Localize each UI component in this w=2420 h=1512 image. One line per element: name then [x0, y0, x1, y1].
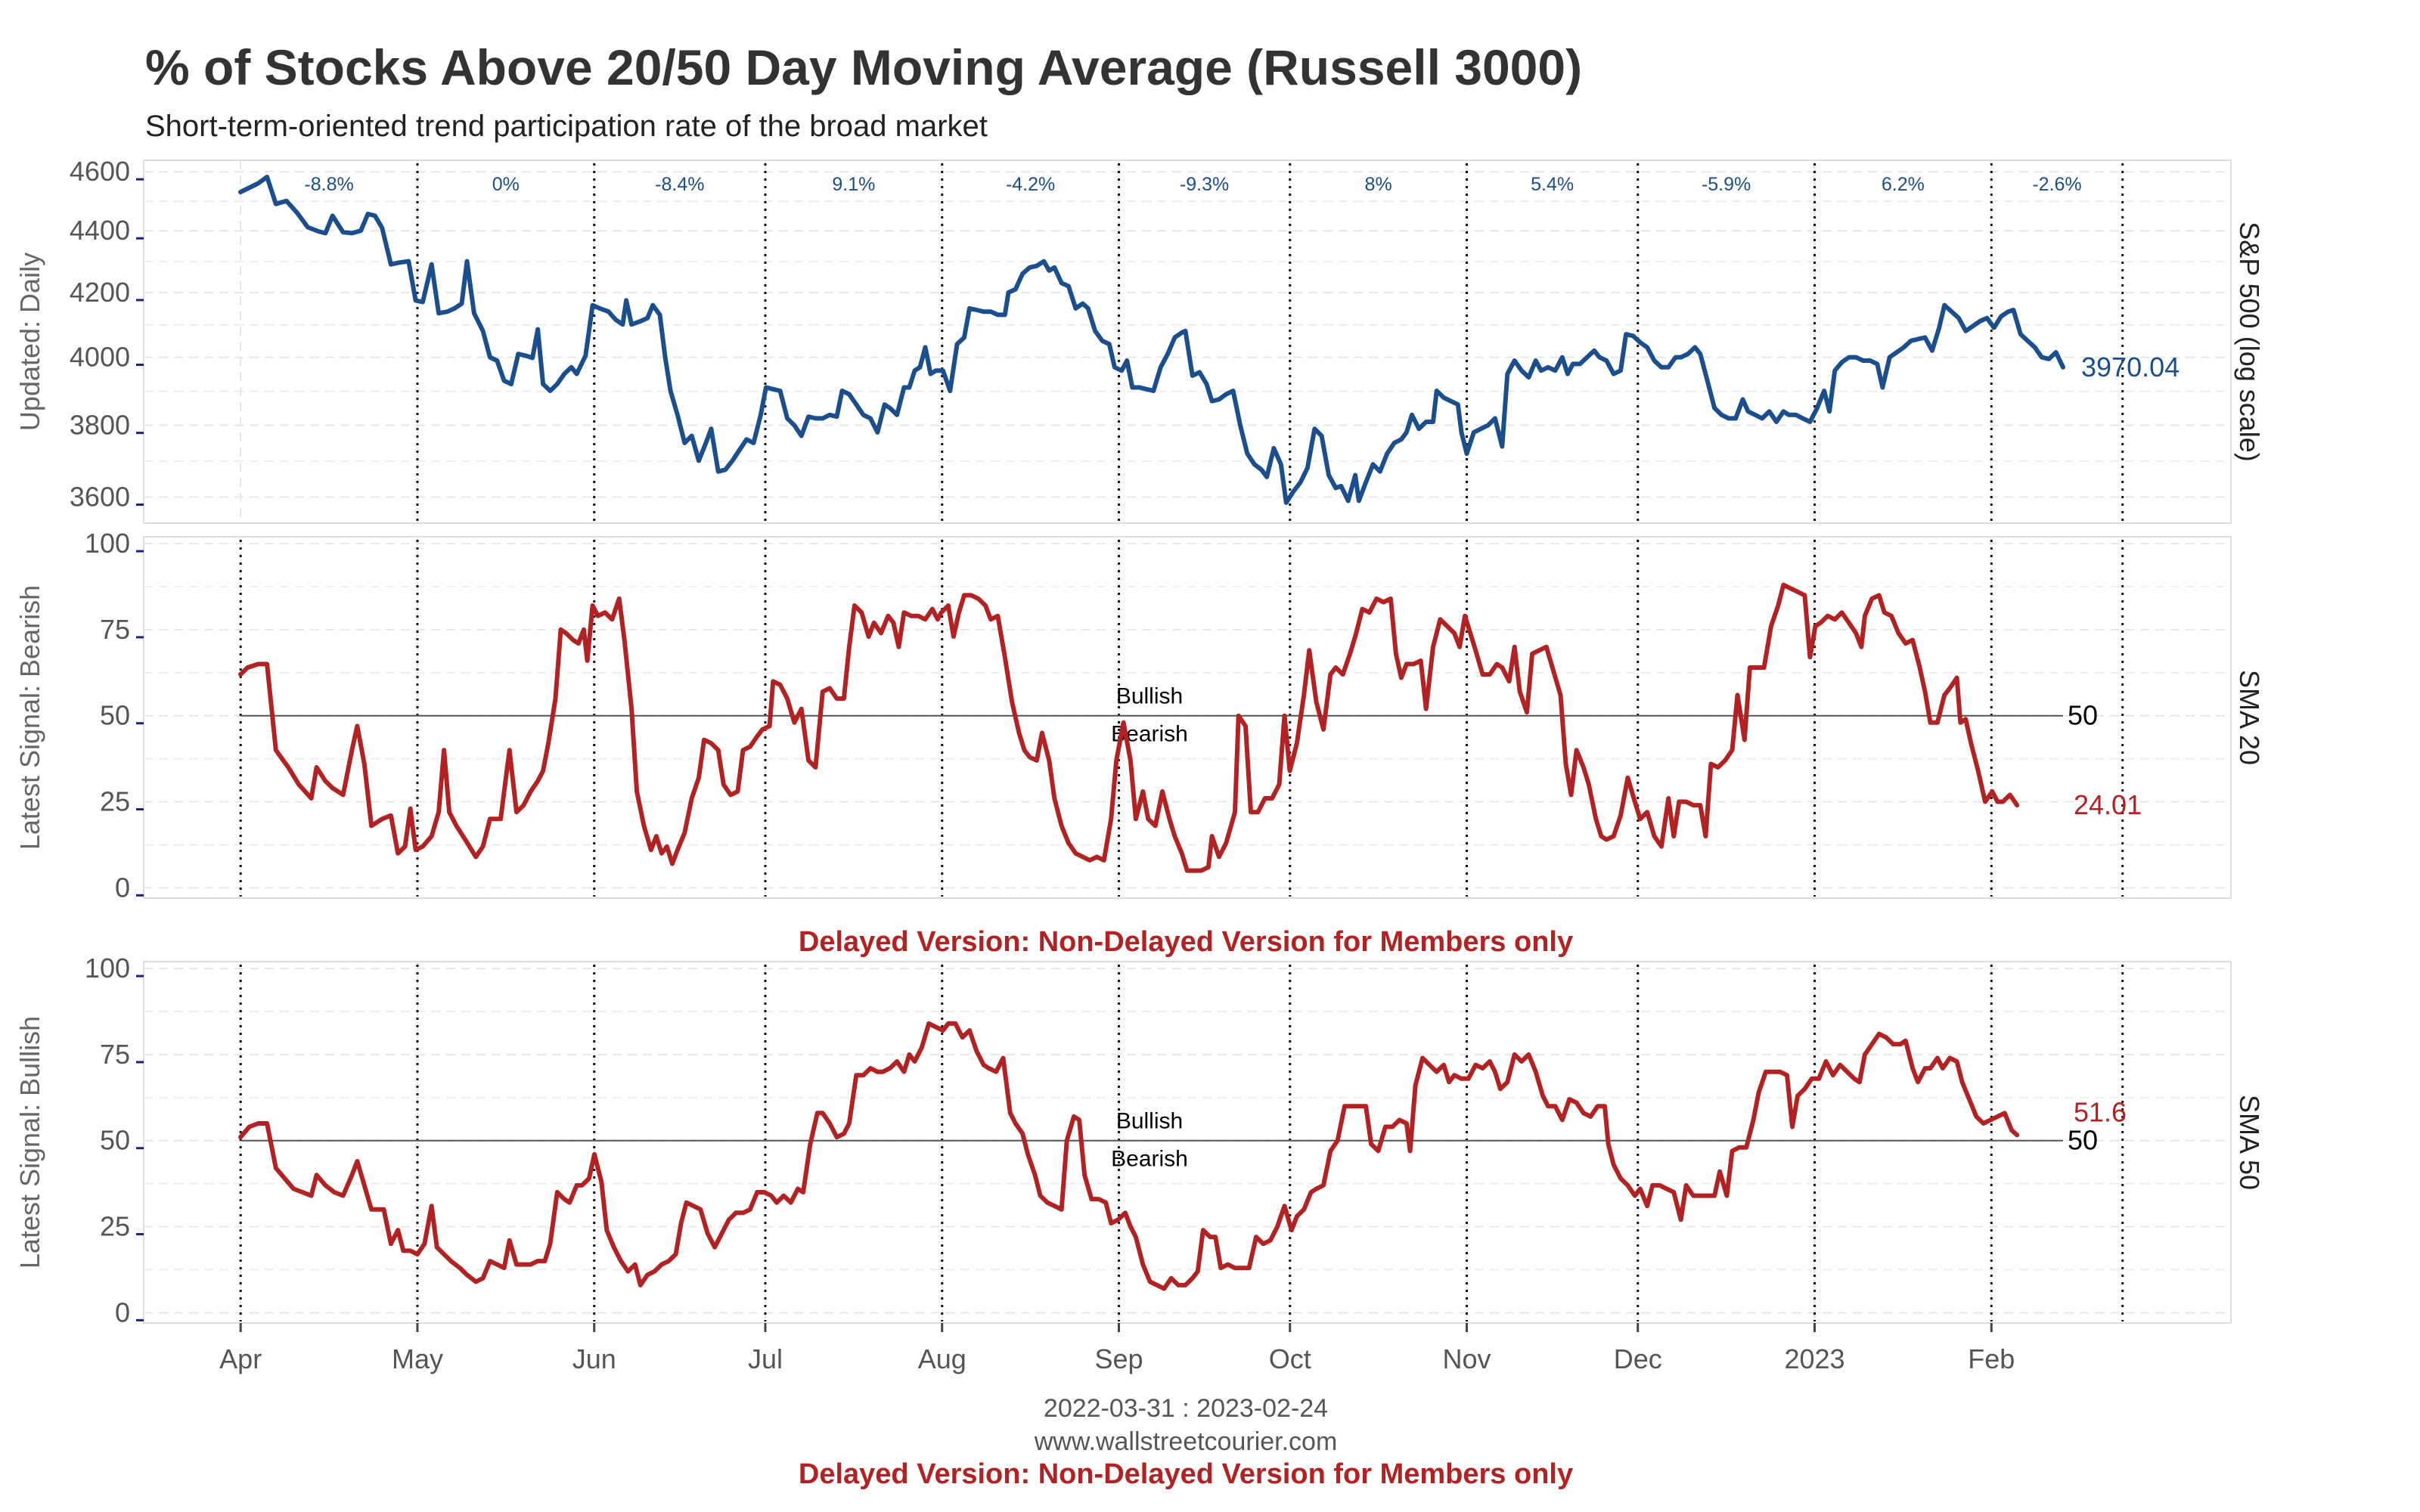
monthly-change-label: 9.1% [832, 174, 875, 195]
y-tick-label: 3800 [70, 410, 130, 441]
x-tick-label: Aug [918, 1343, 966, 1374]
x-tick-label: Sep [1094, 1343, 1143, 1374]
last-value-label: 24.01 [2074, 789, 2142, 820]
y-tick-label: 25 [100, 1211, 130, 1242]
y-tick-label: 100 [85, 953, 130, 984]
panel-frame [143, 961, 2232, 1324]
y-tick-label: 100 [85, 528, 130, 559]
y-axis-label-left: Latest Signal: Bullish [14, 1016, 45, 1269]
y-tick-label: 4400 [70, 215, 130, 246]
y-tick-label: 4000 [70, 342, 130, 373]
footer-notice: Delayed Version: Non-Delayed Version for… [799, 1458, 1573, 1490]
x-tick-label: Jul [748, 1343, 783, 1374]
y-tick-label: 25 [100, 786, 130, 817]
monthly-change-label: -4.2% [1006, 174, 1055, 195]
monthly-change-label: 8% [1365, 174, 1392, 195]
x-tick-label: Dec [1614, 1343, 1662, 1374]
y-tick-label: 3600 [70, 482, 130, 513]
monthly-change-label: 6.2% [1882, 174, 1925, 195]
y-tick-label: 0 [115, 872, 130, 903]
sma50-panel: 0 25 50 75 100 50 Bullish Bearish 51.6 Latest Sig… [14, 953, 2265, 1328]
monthly-change-label: 5.4% [1531, 174, 1574, 195]
sp500-panel: 3600 3800 4000 4200 4400 4600 -8.8% 0% -8.4% 9.1%… [14, 156, 2265, 524]
y-tick-label: 4200 [70, 277, 130, 308]
monthly-change-label: -8.8% [304, 174, 353, 195]
series-line [238, 1021, 2020, 1291]
x-tick-label: 2023 [1784, 1343, 1844, 1374]
x-tick-label: Nov [1442, 1343, 1491, 1374]
chart-title: % of Stocks Above 20/50 Day Moving Avera… [145, 39, 1582, 95]
y-axis-label-right: SMA 20 [2234, 670, 2265, 765]
chart-subtitle: Short-term-oriented trend participation … [145, 110, 988, 143]
last-value-label: 3970.04 [2081, 352, 2180, 383]
zone-label-bullish: Bullish [1116, 1109, 1183, 1134]
y-tick-label: 75 [100, 614, 130, 645]
x-tick-label: Jun [572, 1343, 616, 1374]
y-axis-label-left: Updated: Daily [14, 253, 45, 431]
monthly-change-label: -9.3% [1180, 174, 1229, 195]
monthly-change-label: -8.4% [655, 174, 704, 195]
x-tick-label: Apr [219, 1343, 262, 1374]
y-tick-label: 4600 [70, 156, 130, 187]
x-tick-label: Oct [1269, 1343, 1311, 1374]
monthly-change-label: -2.6% [2032, 174, 2081, 195]
x-tick-label: May [392, 1343, 443, 1374]
last-value-label: 51.6 [2074, 1096, 2127, 1127]
y-axis-label-right: SMA 50 [2234, 1095, 2265, 1190]
y-tick-label: 75 [100, 1039, 130, 1070]
x-tick-label: Feb [1968, 1343, 2015, 1374]
zone-label-bullish: Bullish [1116, 684, 1183, 709]
footer-date-range: 2022-03-31 : 2023-02-24 [1044, 1394, 1328, 1423]
monthly-change-label: -5.9% [1702, 174, 1751, 195]
series-line [238, 175, 2065, 505]
y-axis-label-left: Latest Signal: Bearish [14, 585, 45, 850]
panel-frame [143, 536, 2232, 899]
x-axis: Apr May Jun Jul Aug Sep Oct Nov Dec 2023 Feb [219, 1323, 2015, 1374]
middle-notice: Delayed Version: Non-Delayed Version for… [799, 926, 1573, 958]
gridlines [144, 160, 2231, 523]
reference-line-label: 50 [2068, 700, 2098, 731]
y-axis-label-right: S&P 500 (log scale) [2234, 222, 2265, 462]
series-line [238, 582, 2020, 873]
reference-line-label: 50 [2068, 1125, 2098, 1156]
monthly-change-label: 0% [492, 174, 520, 195]
y-tick-label: 0 [115, 1297, 130, 1328]
y-tick-label: 50 [100, 1125, 130, 1156]
zone-label-bearish: Bearish [1111, 1147, 1188, 1172]
footer-website: www.wallstreetcourier.com [1034, 1427, 1338, 1456]
y-tick-label: 50 [100, 700, 130, 731]
